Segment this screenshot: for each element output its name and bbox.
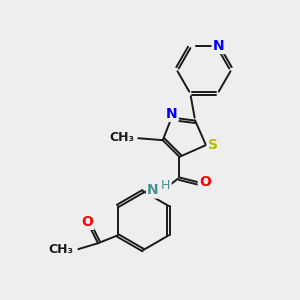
Text: O: O — [81, 214, 93, 229]
Text: CH₃: CH₃ — [109, 131, 134, 144]
Text: H: H — [161, 179, 170, 192]
Text: N: N — [166, 107, 177, 121]
Text: N: N — [147, 183, 159, 197]
Text: S: S — [208, 138, 218, 152]
Text: CH₃: CH₃ — [49, 243, 74, 256]
Text: N: N — [213, 39, 224, 53]
Text: O: O — [199, 176, 211, 189]
